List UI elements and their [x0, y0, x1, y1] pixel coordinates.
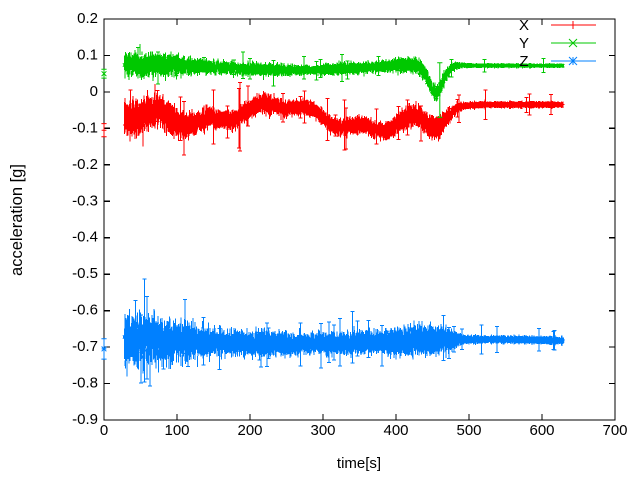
- svg-text:X: X: [519, 17, 529, 34]
- svg-text:-0.9: -0.9: [72, 411, 98, 428]
- svg-text:-0.1: -0.1: [72, 119, 98, 136]
- svg-text:0.2: 0.2: [77, 10, 98, 27]
- svg-text:-0.3: -0.3: [72, 192, 98, 209]
- svg-text:500: 500: [456, 422, 481, 439]
- svg-text:acceleration [g]: acceleration [g]: [8, 164, 26, 276]
- svg-text:-0.6: -0.6: [72, 302, 98, 319]
- svg-text:0: 0: [90, 83, 98, 100]
- svg-text:400: 400: [383, 422, 408, 439]
- svg-text:-0.8: -0.8: [72, 375, 98, 392]
- svg-text:700: 700: [602, 422, 627, 439]
- svg-text:-0.5: -0.5: [72, 265, 98, 282]
- svg-text:Z: Z: [519, 53, 528, 70]
- svg-text:100: 100: [164, 422, 189, 439]
- svg-text:Y: Y: [519, 35, 529, 52]
- svg-text:200: 200: [237, 422, 262, 439]
- svg-text:0: 0: [100, 422, 108, 439]
- svg-text:-0.2: -0.2: [72, 156, 98, 173]
- svg-text:-0.7: -0.7: [72, 338, 98, 355]
- svg-text:time[s]: time[s]: [337, 455, 381, 472]
- svg-text:600: 600: [529, 422, 554, 439]
- svg-text:-0.4: -0.4: [72, 229, 98, 246]
- svg-text:300: 300: [310, 422, 335, 439]
- svg-text:0.1: 0.1: [77, 46, 98, 63]
